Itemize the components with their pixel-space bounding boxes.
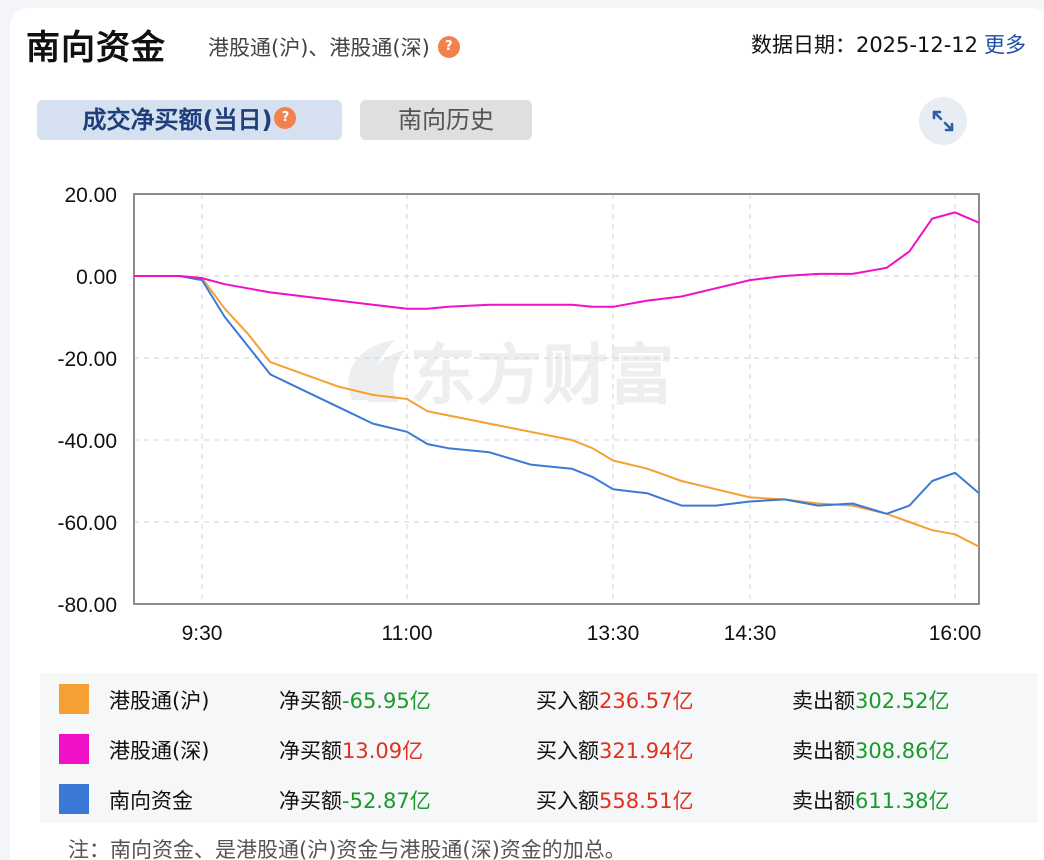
tab-label: 成交净买额(当日) xyxy=(82,106,273,134)
page-title: 南向资金 xyxy=(26,28,166,68)
svg-text:-80.00: -80.00 xyxy=(57,594,117,617)
svg-text:13:30: 13:30 xyxy=(587,622,640,645)
svg-text:11:00: 11:00 xyxy=(382,622,433,645)
line-shen xyxy=(134,211,980,310)
sell-amount: 卖出额308.86亿 xyxy=(792,739,950,763)
x-axis-labels: 9:30 11:00 13:30 14:30 16:00 xyxy=(182,622,982,645)
svg-text:-40.00: -40.00 xyxy=(57,430,117,453)
date-value: 2025-12-12 xyxy=(855,33,978,57)
svg-text:20.00: 20.00 xyxy=(64,184,117,207)
net-buy: 净买额13.09亿 xyxy=(279,739,424,763)
sell-amount: 卖出额611.38亿 xyxy=(792,789,950,813)
line-total xyxy=(134,275,980,515)
svg-text:东方财富: 东方财富 xyxy=(410,337,674,414)
series-name: 南向资金 xyxy=(109,789,193,813)
swatch-total xyxy=(59,784,89,814)
tab-southbound-history[interactable]: 南向历史 xyxy=(360,100,532,140)
line-hu xyxy=(134,275,980,548)
question-icon[interactable]: ? xyxy=(274,107,297,129)
legend-table: 港股通(沪) 净买额-65.95亿 买入额236.57亿 卖出额302.52亿 … xyxy=(40,673,1038,823)
data-date: 数据日期：2025-12-12 更多 xyxy=(751,29,1026,59)
date-label: 数据日期： xyxy=(750,33,856,57)
page-subtitle: 港股通(沪)、港股通(深)? xyxy=(208,32,460,62)
buy-amount: 买入额321.94亿 xyxy=(536,739,694,763)
plot-frame xyxy=(133,193,980,605)
legend-row-total: 南向资金 净买额-52.87亿 买入额558.51亿 卖出额611.38亿 xyxy=(40,773,1038,823)
expand-button[interactable] xyxy=(919,97,967,145)
svg-text:14:30: 14:30 xyxy=(724,622,777,645)
series-name: 港股通(深) xyxy=(109,739,210,763)
svg-text:9:30: 9:30 xyxy=(182,622,223,645)
buy-amount: 买入额236.57亿 xyxy=(536,689,694,713)
legend-row-shen: 港股通(深) 净买额13.09亿 买入额321.94亿 卖出额308.86亿 xyxy=(40,723,1038,773)
swatch-hu xyxy=(59,684,89,714)
grid-horizontal xyxy=(134,275,979,523)
legend-row-hu: 港股通(沪) 净买额-65.95亿 买入额236.57亿 卖出额302.52亿 xyxy=(40,673,1038,723)
net-buy: 净买额-65.95亿 xyxy=(279,689,431,713)
svg-text:-60.00: -60.00 xyxy=(57,512,117,535)
swatch-shen xyxy=(59,734,89,764)
tab-label: 南向历史 xyxy=(398,106,494,134)
footnote: 注：南向资金、是港股通(沪)资金与港股通(深)资金的加总。 xyxy=(68,838,626,860)
tab-net-buy-today[interactable]: 成交净买额(当日)? xyxy=(37,100,342,140)
svg-text:-20.00: -20.00 xyxy=(57,348,117,371)
buy-amount: 买入额558.51亿 xyxy=(536,789,694,813)
net-buy-chart: 东方财富 20.00 0.00 -20.00 -40.00 -60.00 -80… xyxy=(57,184,982,645)
sell-amount: 卖出额302.52亿 xyxy=(792,689,950,713)
series-name: 港股通(沪) xyxy=(109,689,210,713)
y-axis-labels: 20.00 0.00 -20.00 -40.00 -60.00 -80.00 xyxy=(57,184,117,617)
svg-text:16:00: 16:00 xyxy=(929,622,982,645)
question-icon[interactable]: ? xyxy=(437,36,460,58)
watermark-logo: 东方财富 xyxy=(348,337,674,414)
expand-arrows-icon xyxy=(932,110,954,132)
subtitle-text: 港股通(沪)、港股通(深) xyxy=(208,36,430,60)
net-buy: 净买额-52.87亿 xyxy=(279,789,431,813)
more-link[interactable]: 更多 xyxy=(984,33,1026,57)
svg-text:0.00: 0.00 xyxy=(76,266,117,289)
